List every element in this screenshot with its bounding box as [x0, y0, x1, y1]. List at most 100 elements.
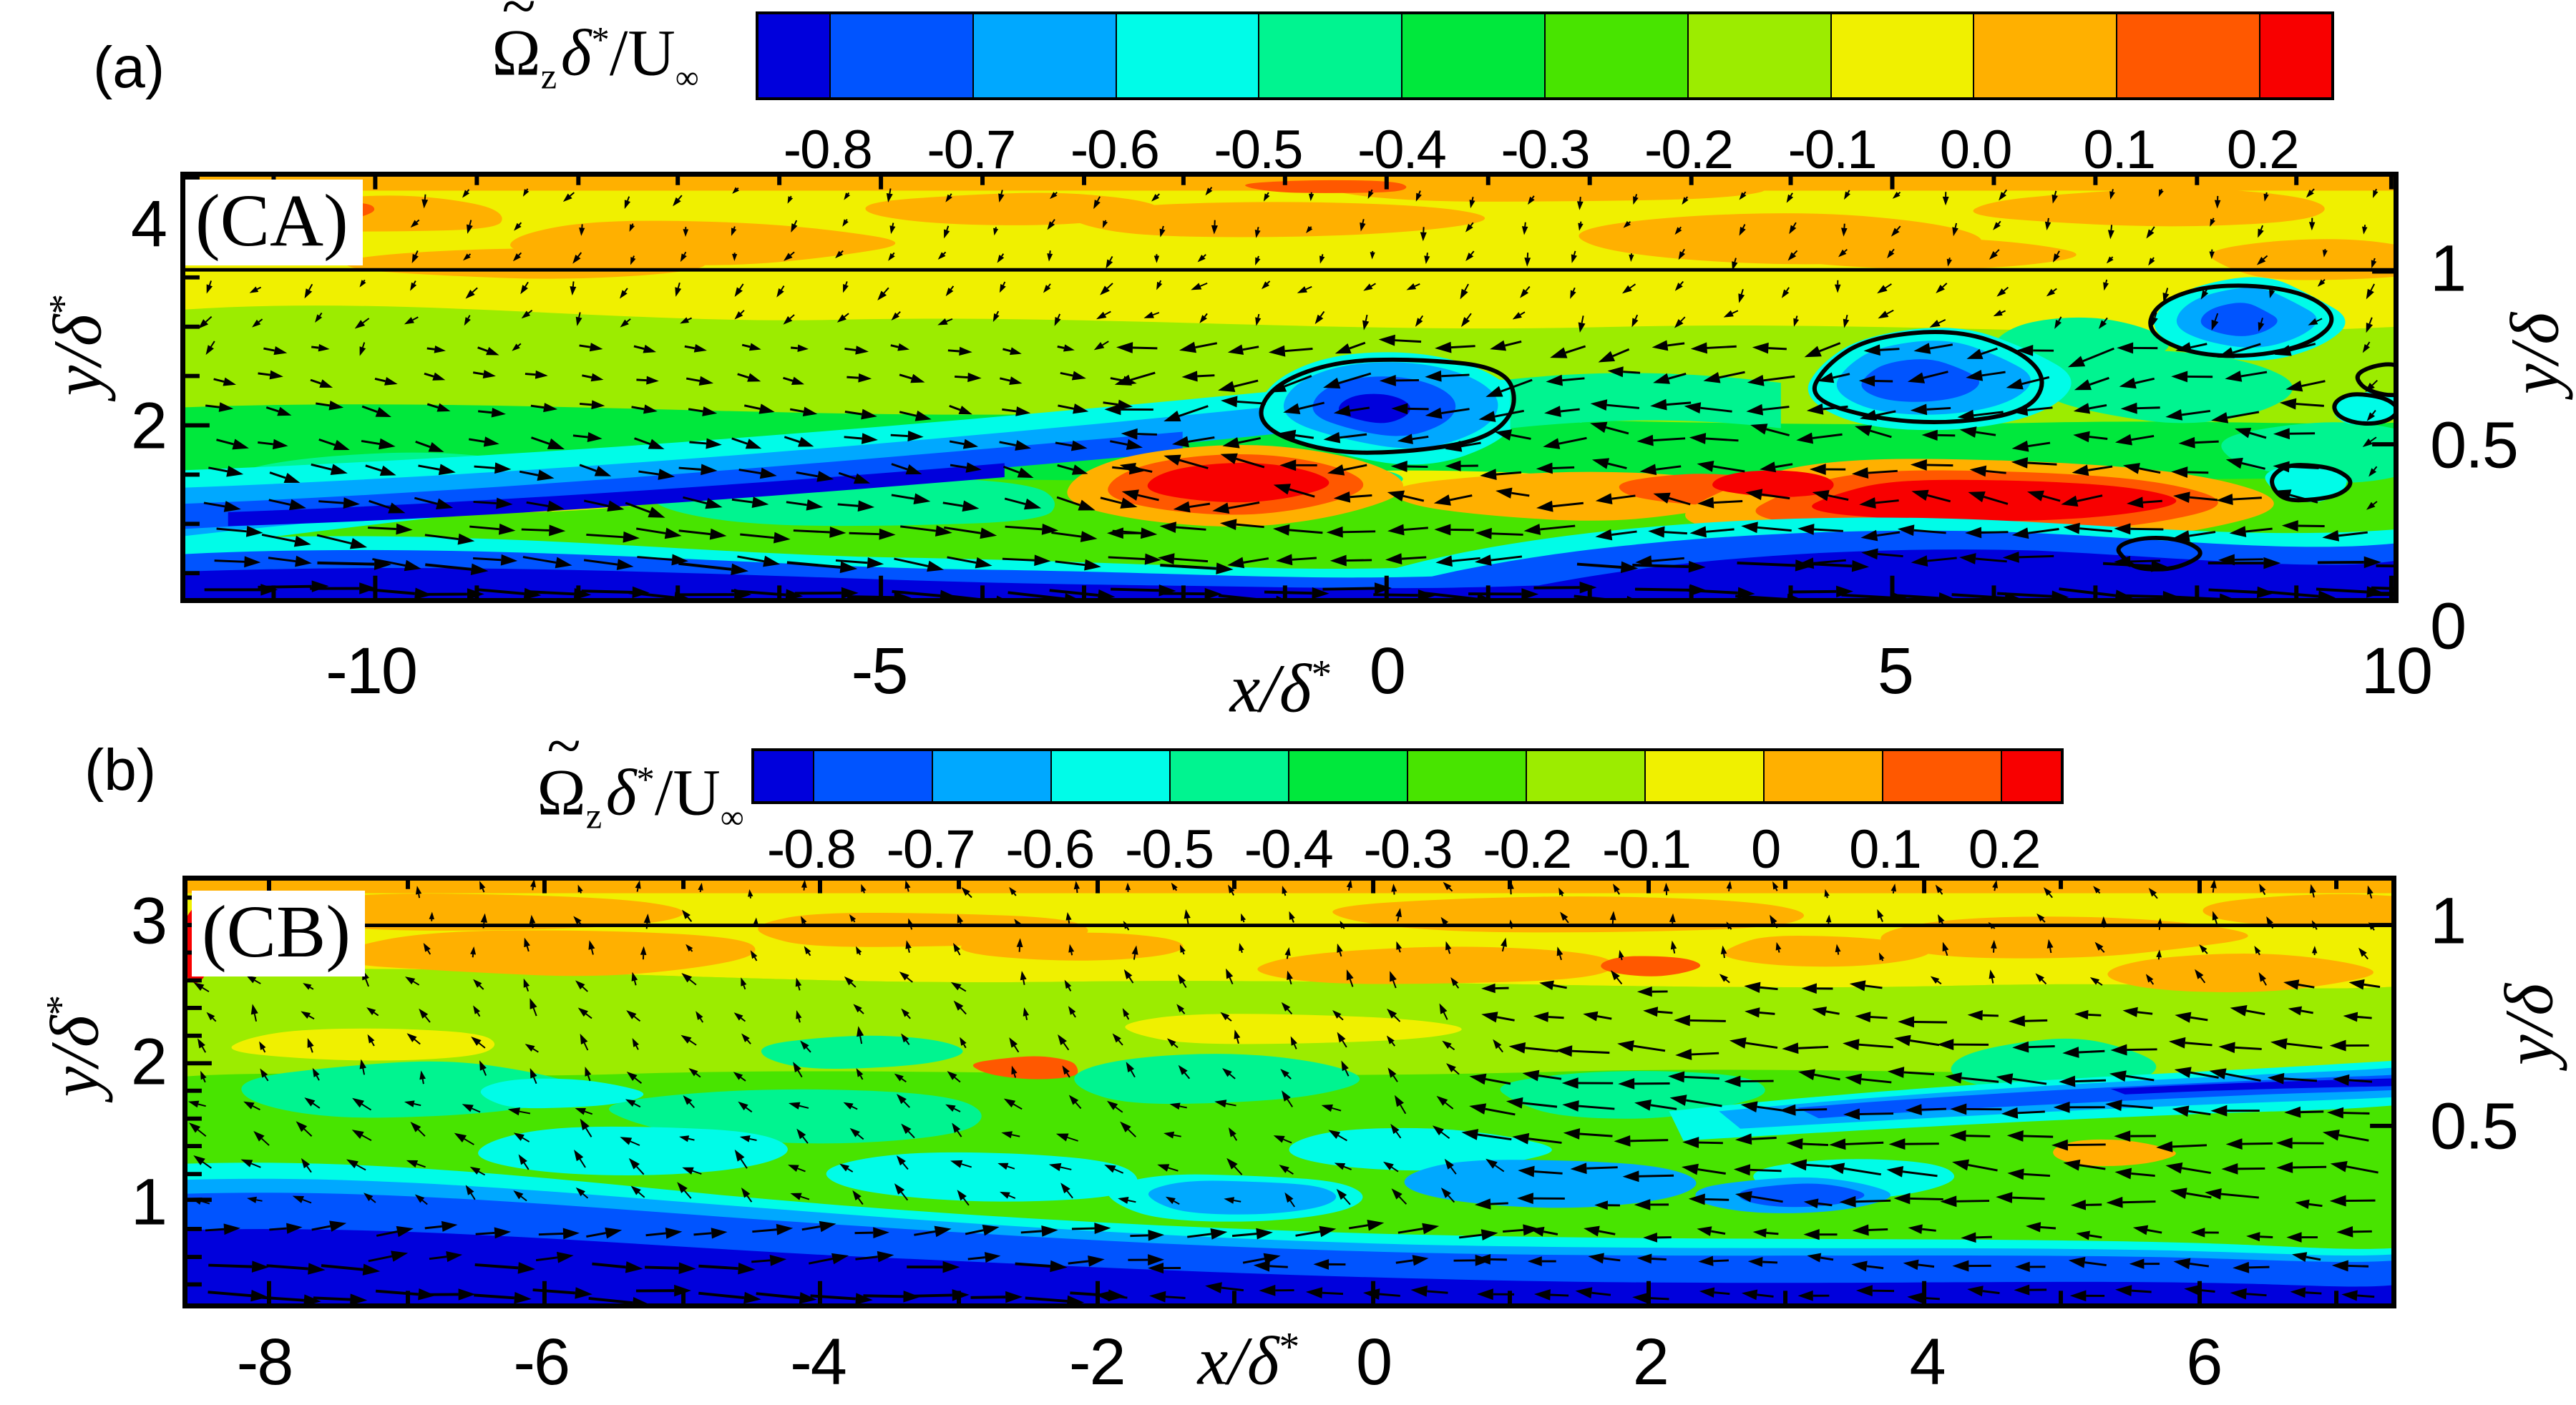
colorbar-a-labels: -0.8 -0.7 -0.6 -0.5 -0.4 -0.3 -0.2 -0.1 0.0 0.1 0.…	[756, 119, 2334, 180]
x-tick-label: 0	[1355, 1326, 1392, 1399]
x-tick-label: 4	[1909, 1326, 1946, 1399]
colorbar-tick-label: 0.1	[1849, 819, 1922, 880]
x-tick-label: -4	[790, 1326, 847, 1399]
x-tick-label: -6	[513, 1326, 570, 1399]
panel-a-tag: (CA)	[185, 180, 363, 265]
y-left-tick-label: 3	[130, 884, 167, 958]
colorbar-tick-label: -0.6	[1070, 119, 1160, 180]
star-superscript: *	[636, 759, 655, 800]
colorbar-segment	[2002, 751, 2061, 801]
colorbar-tick-label: -0.5	[1125, 819, 1214, 880]
x-tick-label: 2	[1632, 1326, 1669, 1399]
colorbar-segment	[973, 14, 1117, 97]
colorbar-segment	[1052, 751, 1171, 801]
panel-b-label: (b)	[84, 738, 157, 803]
colorbar-segment	[1545, 14, 1689, 97]
z-subscript: z	[540, 56, 557, 97]
omega-glyph: Ω	[537, 755, 586, 829]
colorbar-tick-label: 0	[1751, 819, 1781, 880]
colorbar-segment	[1765, 751, 1883, 801]
colorbar-tick-label: -0.2	[1644, 119, 1734, 180]
x-tick-label: -10	[326, 635, 418, 708]
colorbar-segment	[830, 14, 974, 97]
infinity-subscript: ∞	[720, 798, 744, 836]
x-tick-label: 5	[1877, 635, 1914, 708]
colorbar-tick-label: 0.2	[1968, 819, 2041, 880]
colorbar-tick-label: -0.3	[1501, 119, 1591, 180]
delta-glyph: δ	[560, 16, 592, 89]
per-uinf-text: /U	[609, 16, 675, 89]
x-tick-label: 0	[1369, 635, 1406, 708]
delta-glyph: δ	[605, 755, 637, 829]
x-tick-label: -2	[1068, 1326, 1126, 1399]
contour-field-a	[185, 177, 2394, 598]
star-superscript: *	[591, 19, 610, 60]
colorbar-segment	[1646, 751, 1765, 801]
colorbar-tick-label: -0.8	[783, 119, 873, 180]
tilde-accent: ~	[547, 710, 581, 780]
colorbar-segment	[1688, 14, 1832, 97]
y-left-tick-label: 2	[130, 1025, 167, 1099]
x-tick-label: -8	[236, 1326, 294, 1399]
omega-tilde-symbol: ~ Ω	[492, 0, 541, 90]
y-right-tick-label: 1	[2430, 232, 2467, 305]
per-uinf-text: /U	[654, 755, 721, 829]
x-tick-label: -5	[851, 635, 909, 708]
y-left-tick-label: 4	[130, 187, 167, 261]
colorbar-segment	[2260, 14, 2331, 97]
colorbar-b-title: ~ Ωzδ*/U∞	[537, 710, 744, 836]
colorbar-tick-label: -0.5	[1214, 119, 1303, 180]
y-right-tick-label: 1	[2430, 884, 2467, 958]
panel-a-y-right-axis-title: y/δ	[2496, 313, 2573, 394]
colorbar-segment	[1974, 14, 2118, 97]
infinity-subscript: ∞	[675, 59, 699, 96]
x-tick-label: 10	[2361, 635, 2433, 708]
colorbar-tick-label: -0.1	[1601, 819, 1692, 880]
colorbar-segment	[2117, 14, 2261, 97]
colorbar-segment	[1831, 14, 1975, 97]
colorbar-segment	[1408, 751, 1527, 801]
y-left-tick-label: 1	[130, 1165, 167, 1239]
colorbar-a-title: ~ Ωzδ*/U∞	[492, 0, 699, 97]
colorbar-segment	[1289, 751, 1408, 801]
colorbar-tick-label: 0.2	[2226, 119, 2300, 180]
y-right-tick-label: 0.5	[2430, 408, 2519, 482]
panel-a-x-axis-title: x/δ*	[1229, 650, 1332, 727]
colorbar-segment	[1116, 14, 1260, 97]
panel-b-tag: (CB)	[192, 891, 365, 976]
colorbar-tick-label: -0.4	[1244, 819, 1334, 880]
x-tick-label: 6	[2186, 1326, 2223, 1399]
colorbar-segment	[1527, 751, 1646, 801]
tilde-accent: ~	[502, 0, 536, 41]
contour-field-b	[187, 881, 2391, 1303]
panel-b-y-right-axis-title: y/δ	[2490, 984, 2567, 1065]
plot-panel-a: (CA)	[180, 172, 2399, 603]
panel-a-label: (a)	[93, 35, 165, 100]
colorbar-segment	[1171, 751, 1289, 801]
omega-tilde-symbol: ~ Ω	[537, 710, 586, 830]
colorbar-tick-label: -0.6	[1005, 819, 1095, 880]
colorbar-tick-label: -0.7	[886, 819, 976, 880]
omega-glyph: Ω	[492, 16, 541, 89]
colorbar-segment	[758, 14, 831, 97]
colorbar-tick-label: -0.2	[1483, 819, 1572, 880]
colorbar-segment	[1883, 751, 2002, 801]
colorbar-b	[751, 748, 2064, 804]
panel-b-y-left-axis-title: y/δ*	[36, 994, 113, 1097]
colorbar-tick-label: 0.1	[2083, 119, 2156, 180]
y-right-tick-label: 0	[2430, 589, 2467, 663]
colorbar-b-labels: -0.8 -0.7 -0.6 -0.5 -0.4 -0.3 -0.2 -0.1 0 0.1 0.2	[751, 818, 2064, 880]
colorbar-tick-label: -0.7	[927, 119, 1016, 180]
y-left-tick-label: 2	[130, 389, 167, 463]
colorbar-tick-label: -0.8	[766, 819, 857, 880]
colorbar-segment	[814, 751, 933, 801]
colorbar-tick-label: -0.4	[1357, 119, 1447, 180]
y-right-tick-label: 0.5	[2430, 1090, 2519, 1163]
colorbar-tick-label: -0.3	[1363, 819, 1453, 880]
colorbar-tick-label: -0.1	[1787, 119, 1878, 180]
z-subscript: z	[585, 795, 602, 836]
colorbar-segment	[933, 751, 1052, 801]
colorbar-tick-label: 0.0	[1939, 119, 2013, 180]
colorbar-segment	[1402, 14, 1546, 97]
